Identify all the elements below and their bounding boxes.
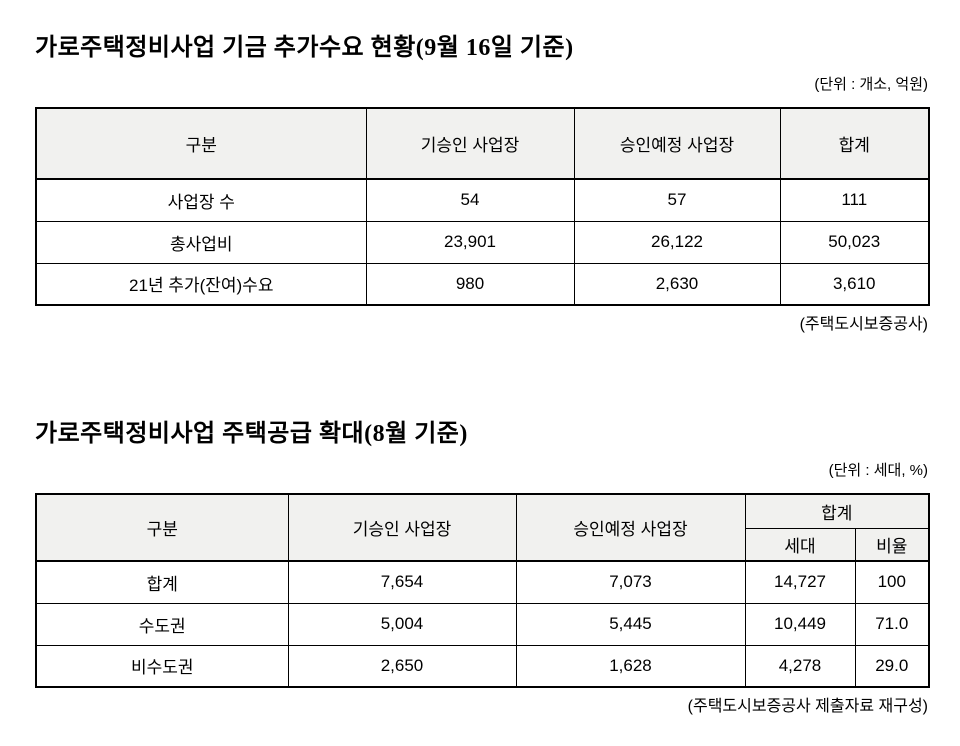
row-label: 비수도권 — [35, 644, 289, 688]
column-header-approved-sites: 기승인 사업장 — [365, 107, 575, 180]
table-header-row: 구분 기승인 사업장 승인예정 사업장 합계 — [35, 107, 930, 180]
fund-demand-unit-note: (단위 : 개소, 억원) — [814, 76, 928, 93]
column-header-total-group: 합계 — [744, 493, 930, 529]
fund-demand-title: 가로주택정비사업 기금 추가수요 현황(9월 16일 기준) — [35, 35, 574, 61]
housing-supply-source-note: (주택도시보증공사 제출자료 재구성) — [687, 698, 928, 715]
table-cell: 23,901 — [365, 220, 575, 264]
table-cell: 57 — [573, 178, 781, 222]
table-header-row: 구분 기승인 사업장 승인예정 사업장 합계 — [35, 493, 930, 562]
table-cell: 3,610 — [779, 262, 930, 306]
table-subheader-row: 세대 비율 — [36, 527, 930, 562]
fund-demand-section: 가로주택정비사업 기금 추가수요 현황(9월 16일 기준) (단위 : 개소,… — [35, 33, 930, 335]
table-cell: 7,654 — [287, 560, 517, 604]
table-row: 비수도권 2,650 1,628 4,278 29.0 — [35, 644, 930, 688]
table-cell: 1,628 — [515, 644, 746, 688]
fund-demand-table-header: 구분 기승인 사업장 승인예정 사업장 합계 — [35, 107, 930, 180]
table-cell: 7,073 — [515, 560, 746, 604]
table-cell: 5,004 — [287, 602, 517, 646]
column-header-total: 합계 — [779, 107, 930, 180]
housing-supply-table-body: 합계 7,654 7,073 14,727 100 수도권 5,004 5,44… — [35, 560, 930, 688]
table-cell: 14,727 — [744, 560, 856, 604]
row-label: 총사업비 — [35, 220, 367, 264]
fund-demand-table: 구분 기승인 사업장 승인예정 사업장 합계 사업장 수 54 57 111 총… — [35, 107, 930, 306]
table-cell: 29.0 — [854, 644, 930, 688]
column-header-category: 구분 — [35, 493, 289, 562]
table-cell: 71.0 — [854, 602, 930, 646]
row-label: 사업장 수 — [35, 178, 367, 222]
housing-supply-table: 구분 기승인 사업장 승인예정 사업장 합계 세대 비율 합계 7,654 7,… — [35, 493, 930, 688]
column-header-pending-sites: 승인예정 사업장 — [573, 107, 781, 180]
table-cell: 100 — [854, 560, 930, 604]
column-header-pending-sites: 승인예정 사업장 — [515, 493, 746, 562]
fund-demand-source-note: (주택도시보증공사) — [799, 316, 928, 333]
column-header-ratio: 비율 — [854, 527, 930, 562]
table-cell: 980 — [365, 262, 575, 306]
column-header-category: 구분 — [35, 107, 367, 180]
table-cell: 2,650 — [287, 644, 517, 688]
table-row: 수도권 5,004 5,445 10,449 71.0 — [35, 602, 930, 646]
column-header-approved-sites: 기승인 사업장 — [287, 493, 517, 562]
housing-supply-section: 가로주택정비사업 주택공급 확대(8월 기준) (단위 : 세대, %) 구분 … — [35, 419, 930, 717]
housing-supply-unit-note: (단위 : 세대, %) — [828, 462, 928, 479]
table-cell: 4,278 — [744, 644, 856, 688]
housing-supply-table-header: 구분 기승인 사업장 승인예정 사업장 합계 세대 비율 — [35, 493, 930, 562]
table-cell: 111 — [779, 178, 930, 222]
column-header-households: 세대 — [744, 527, 856, 562]
table-cell: 2,630 — [573, 262, 781, 306]
table-cell: 26,122 — [573, 220, 781, 264]
table-row: 합계 7,654 7,073 14,727 100 — [35, 560, 930, 604]
housing-supply-title: 가로주택정비사업 주택공급 확대(8월 기준) — [35, 421, 468, 447]
table-cell: 54 — [365, 178, 575, 222]
table-cell: 5,445 — [515, 602, 746, 646]
fund-demand-table-body: 사업장 수 54 57 111 총사업비 23,901 26,122 50,02… — [35, 178, 930, 306]
table-row: 총사업비 23,901 26,122 50,023 — [35, 220, 930, 264]
row-label: 21년 추가(잔여)수요 — [35, 262, 367, 306]
row-label: 수도권 — [35, 602, 289, 646]
table-cell: 50,023 — [779, 220, 930, 264]
table-cell: 10,449 — [744, 602, 856, 646]
table-row: 21년 추가(잔여)수요 980 2,630 3,610 — [35, 262, 930, 306]
table-row: 사업장 수 54 57 111 — [35, 178, 930, 222]
row-label: 합계 — [35, 560, 289, 604]
